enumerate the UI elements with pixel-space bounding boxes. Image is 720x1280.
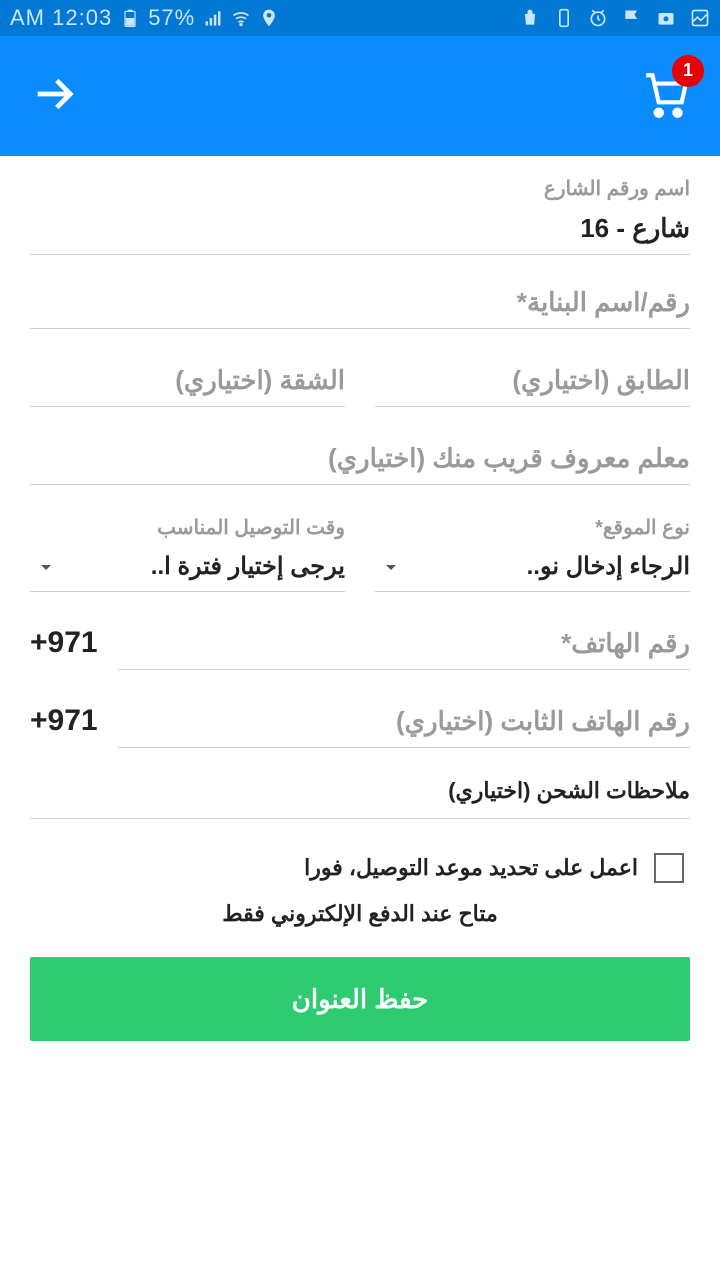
signal-icon (203, 8, 223, 28)
chevron-down-icon (34, 555, 58, 579)
street-input[interactable] (30, 207, 690, 255)
camera-icon (656, 8, 676, 28)
cart-badge: 1 (672, 55, 704, 87)
clock-time: 12:03 AM (10, 5, 112, 31)
battery-percent: 57% (148, 5, 195, 31)
checkbox-icon (654, 853, 684, 883)
cart-button[interactable]: 1 (640, 69, 690, 124)
field-delivery-time: وقت التوصيل المناسب يرجى إختيار فترة ا.. (30, 515, 345, 592)
address-form: اسم ورقم الشارع نوع الموقع* الرجاء إدخال… (0, 156, 720, 927)
delivery-time-select[interactable]: يرجى إختيار فترة ا.. (30, 546, 345, 592)
street-label: اسم ورقم الشارع (30, 176, 690, 201)
delivery-time-label: وقت التوصيل المناسب (30, 515, 345, 540)
alarm-icon (588, 8, 608, 28)
app-bar: 1 (0, 36, 720, 156)
save-button-label: حفظ العنوان (292, 984, 428, 1015)
arrow-right-icon (30, 71, 76, 117)
delivery-time-value: يرجى إختيار فترة ا.. (62, 552, 345, 581)
status-bar: 57% 12:03 AM (0, 0, 720, 36)
phone-input[interactable] (118, 622, 690, 670)
apartment-input[interactable] (30, 359, 345, 407)
location-type-label: نوع الموقع* (375, 515, 690, 540)
field-building (30, 281, 690, 329)
location-icon (259, 8, 279, 28)
location-type-value: الرجاء إدخال نو.. (407, 552, 690, 581)
status-right: 57% 12:03 AM (10, 5, 279, 31)
field-location-type: نوع الموقع* الرجاء إدخال نو.. (375, 515, 690, 592)
field-landmark (30, 437, 690, 485)
field-apartment (30, 359, 345, 407)
location-type-select[interactable]: الرجاء إدخال نو.. (375, 546, 690, 592)
building-input[interactable] (30, 281, 690, 329)
landline-country-code: +971 (30, 704, 98, 748)
phone-status-icon (554, 8, 574, 28)
gallery-icon (690, 8, 710, 28)
landline-input[interactable] (118, 700, 690, 748)
schedule-checkbox-row[interactable]: اعمل على تحديد موعد التوصيل، فورا (30, 853, 684, 883)
field-floor (375, 359, 690, 407)
back-button[interactable] (30, 71, 76, 122)
battery-icon (120, 8, 140, 28)
chevron-down-icon (379, 555, 403, 579)
field-phone: +971 (30, 622, 690, 670)
shop-icon (520, 8, 540, 28)
notes-field[interactable]: ملاحظات الشحن (اختياري) (30, 774, 690, 819)
epayment-note: متاح عند الدفع الإلكتروني فقط (30, 901, 690, 927)
field-landline: +971 (30, 700, 690, 748)
checkbox-label: اعمل على تحديد موعد التوصيل، فورا (304, 855, 638, 881)
wifi-icon (231, 8, 251, 28)
phone-country-code: +971 (30, 626, 98, 670)
save-address-button[interactable]: حفظ العنوان (30, 957, 690, 1041)
landmark-input[interactable] (30, 437, 690, 485)
floor-input[interactable] (375, 359, 690, 407)
status-left-icons (520, 8, 710, 28)
flag-icon (622, 8, 642, 28)
field-street: اسم ورقم الشارع (30, 176, 690, 255)
